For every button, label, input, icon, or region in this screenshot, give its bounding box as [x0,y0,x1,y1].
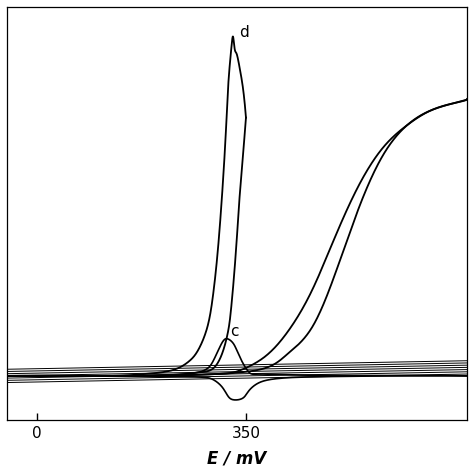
Text: c: c [230,324,238,339]
Text: d: d [239,25,248,40]
X-axis label: E / mV: E / mV [207,449,266,467]
